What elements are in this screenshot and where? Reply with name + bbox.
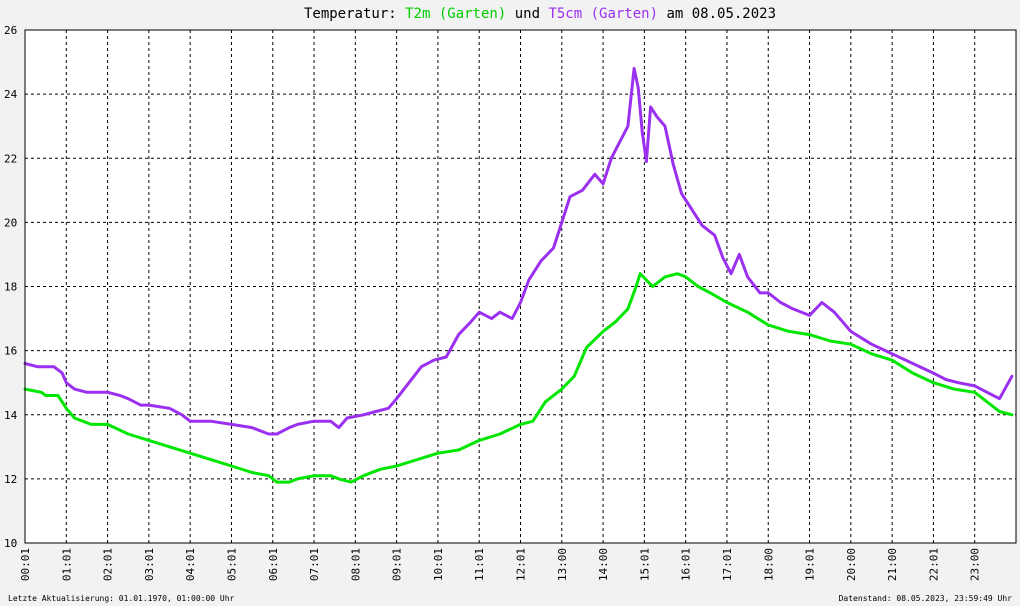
- footer-data-status: Datenstand: 08.05.2023, 23:59:49 Uhr: [839, 594, 1013, 603]
- x-tick-label: 21:00: [886, 548, 899, 581]
- x-tick-label: 19:01: [804, 548, 817, 581]
- x-tick-label: 16:01: [680, 548, 693, 581]
- series-line-t5cm: [23, 67, 1014, 436]
- x-tick-label: 04:01: [184, 548, 197, 581]
- y-tick-label: 16: [4, 345, 17, 358]
- series-line-t2m: [23, 272, 1014, 484]
- x-tick-label: 14:00: [597, 548, 610, 581]
- x-axis-ticks: 00:01 01:01 02:01 03:01 04:01 05:01 06:01 07:01…: [19, 548, 982, 581]
- y-tick-label: 20: [4, 216, 17, 229]
- x-tick-label: 11:01: [473, 548, 486, 581]
- chart-title: Temperatur: T2m (Garten) und T5cm (Garte…: [304, 6, 776, 22]
- footer-last-update: Letzte Aktualisierung: 01.01.1970, 01:00…: [8, 594, 235, 603]
- series-lines: [23, 67, 1014, 484]
- x-tick-label: 02:01: [102, 548, 115, 581]
- title-series-t2m: T2m (Garten): [405, 6, 506, 22]
- y-tick-label: 22: [4, 152, 17, 165]
- x-tick-label: 10:01: [432, 548, 445, 581]
- title-middle: und: [506, 6, 548, 22]
- x-tick-label: 13:00: [556, 548, 569, 581]
- x-tick-label: 22:01: [927, 548, 940, 581]
- y-tick-label: 26: [4, 24, 17, 37]
- grid: [25, 30, 1016, 543]
- x-tick-label: 23:00: [969, 548, 982, 581]
- title-suffix: am 08.05.2023: [658, 6, 776, 22]
- y-tick-label: 14: [4, 409, 18, 422]
- y-tick-label: 10: [4, 537, 17, 550]
- x-tick-label: 17:01: [721, 548, 734, 581]
- y-tick-label: 24: [4, 88, 18, 101]
- x-tick-label: 06:01: [267, 548, 280, 581]
- x-tick-label: 18:00: [762, 548, 775, 581]
- x-tick-label: 09:01: [391, 548, 404, 581]
- x-tick-label: 05:01: [225, 548, 238, 581]
- x-tick-label: 20:00: [845, 548, 858, 581]
- plot-frame: [24, 29, 1017, 544]
- x-tick-label: 12:01: [515, 548, 528, 581]
- y-tick-label: 12: [4, 473, 17, 486]
- title-prefix: Temperatur:: [304, 6, 405, 22]
- x-tick-label: 03:01: [143, 548, 156, 581]
- x-tick-label: 08:01: [349, 548, 362, 581]
- x-tick-label: 01:01: [60, 548, 73, 581]
- y-tick-label: 18: [4, 281, 17, 294]
- y-axis-ticks: 10 12 14 16 18 20 22 24 26: [4, 24, 18, 550]
- x-tick-label: 15:01: [638, 548, 651, 581]
- x-tick-label: 07:01: [308, 548, 321, 581]
- x-tick-label: 00:01: [19, 548, 32, 581]
- title-series-t5cm: T5cm (Garten): [548, 6, 658, 22]
